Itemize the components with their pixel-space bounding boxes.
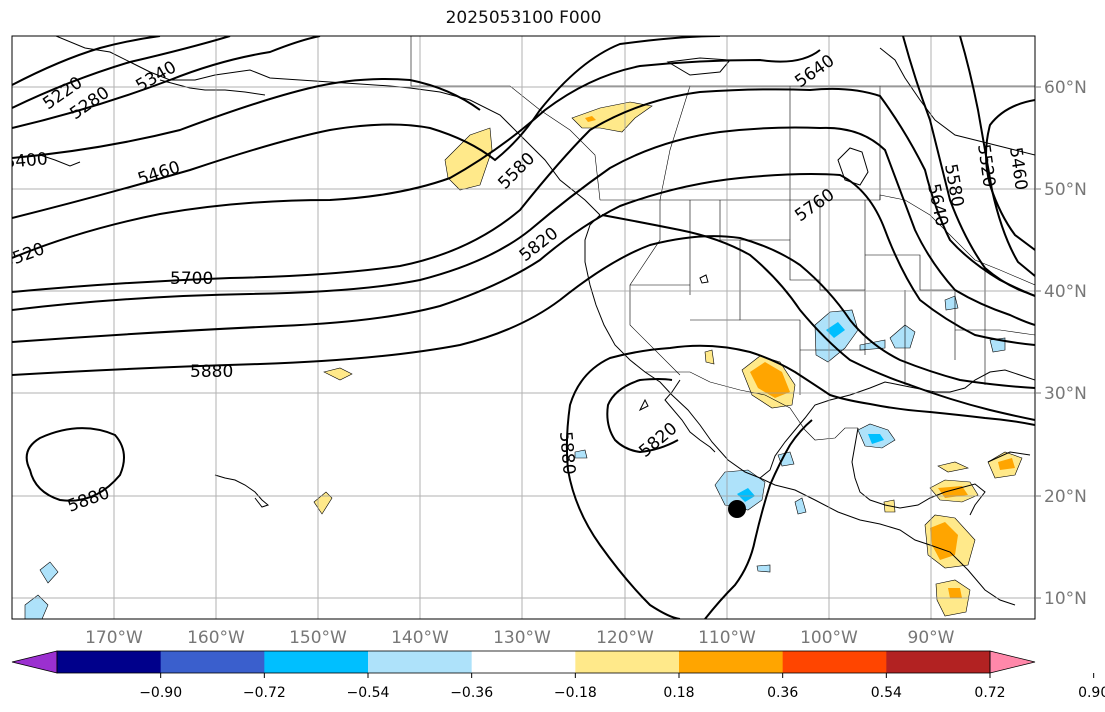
colorbar-label: 0.72 bbox=[974, 685, 1005, 701]
colorbar-extend-low bbox=[11, 650, 58, 674]
lat-label: 10°N bbox=[1044, 589, 1087, 609]
lat-label: 60°N bbox=[1044, 78, 1087, 98]
colorbar-label: 0.18 bbox=[663, 685, 694, 701]
colorbar-swatch bbox=[575, 651, 680, 673]
colorbar-label: −0.18 bbox=[554, 685, 597, 701]
lon-label: 120°W bbox=[596, 628, 654, 648]
contour-label: 5760 bbox=[791, 185, 838, 226]
colorbar-swatch bbox=[886, 651, 991, 673]
colorbar-label: 0.90 bbox=[1078, 685, 1105, 701]
lon-label: 130°W bbox=[493, 628, 551, 648]
lat-label: 50°N bbox=[1044, 180, 1087, 200]
contour-label: 5880 bbox=[65, 483, 112, 517]
map-title: 2025053100 F000 bbox=[445, 8, 602, 28]
lon-label: 170°W bbox=[85, 628, 143, 648]
storm-center-marker bbox=[728, 500, 746, 518]
longitude-labels: 170°W 160°W 150°W 140°W 130°W 120°W 110°… bbox=[85, 628, 955, 648]
lat-label: 40°N bbox=[1044, 282, 1087, 302]
height-contours bbox=[12, 36, 1035, 619]
lon-label: 90°W bbox=[908, 628, 955, 648]
contour-label: 5700 bbox=[170, 269, 213, 289]
colorbar-label: −0.54 bbox=[347, 685, 390, 701]
colorbar-label: 0.54 bbox=[871, 685, 902, 701]
patch-ok-blue bbox=[889, 324, 916, 349]
lon-label: 140°W bbox=[391, 628, 449, 648]
colorbar-outline bbox=[56, 650, 991, 674]
contour-label: 5460 bbox=[135, 157, 182, 189]
colorbar-label: −0.36 bbox=[450, 685, 493, 701]
colorbar-swatch bbox=[679, 651, 784, 673]
colorbar-swatch bbox=[782, 651, 887, 673]
colorbar-label: −0.72 bbox=[243, 685, 286, 701]
colorbar-swatch bbox=[368, 651, 473, 673]
borders bbox=[410, 36, 1035, 441]
coastlines bbox=[39, 36, 1035, 606]
patch-gulf-alaska bbox=[444, 127, 493, 191]
contour-label: 5820 bbox=[635, 419, 681, 462]
contour-label: 5400 bbox=[4, 149, 49, 173]
colorbar-swatch bbox=[264, 651, 369, 673]
contour-label: 5880 bbox=[555, 431, 579, 476]
lat-label: 30°N bbox=[1044, 384, 1087, 404]
colorbar-extend-high bbox=[989, 650, 1036, 674]
contour-label: 5520 bbox=[0, 239, 47, 273]
colorbar-swatch bbox=[471, 651, 576, 673]
lon-label: 160°W bbox=[187, 628, 245, 648]
latitude-labels: 60°N 50°N 40°N 30°N 20°N 10°N bbox=[1044, 78, 1087, 609]
colorbar-swatch bbox=[57, 651, 162, 673]
contour-label: 5340 bbox=[133, 57, 180, 96]
contour-label: 5880 bbox=[190, 362, 233, 382]
lat-label: 20°N bbox=[1044, 487, 1087, 507]
lon-label: 110°W bbox=[698, 628, 756, 648]
colorbar: −0.90 −0.72 −0.54 −0.36 −0.18 0.18 0.36 0.54 0.7… bbox=[11, 650, 1105, 701]
gridlines bbox=[12, 36, 1035, 619]
contour-label: 5520 bbox=[973, 143, 999, 189]
map-frame bbox=[11, 35, 1036, 620]
anomaly-patches bbox=[24, 101, 1023, 619]
colorbar-label: −0.90 bbox=[139, 685, 182, 701]
lon-label: 150°W bbox=[289, 628, 347, 648]
lon-label: 100°W bbox=[800, 628, 858, 648]
colorbar-label: 0.36 bbox=[767, 685, 798, 701]
colorbar-swatch bbox=[160, 651, 265, 673]
